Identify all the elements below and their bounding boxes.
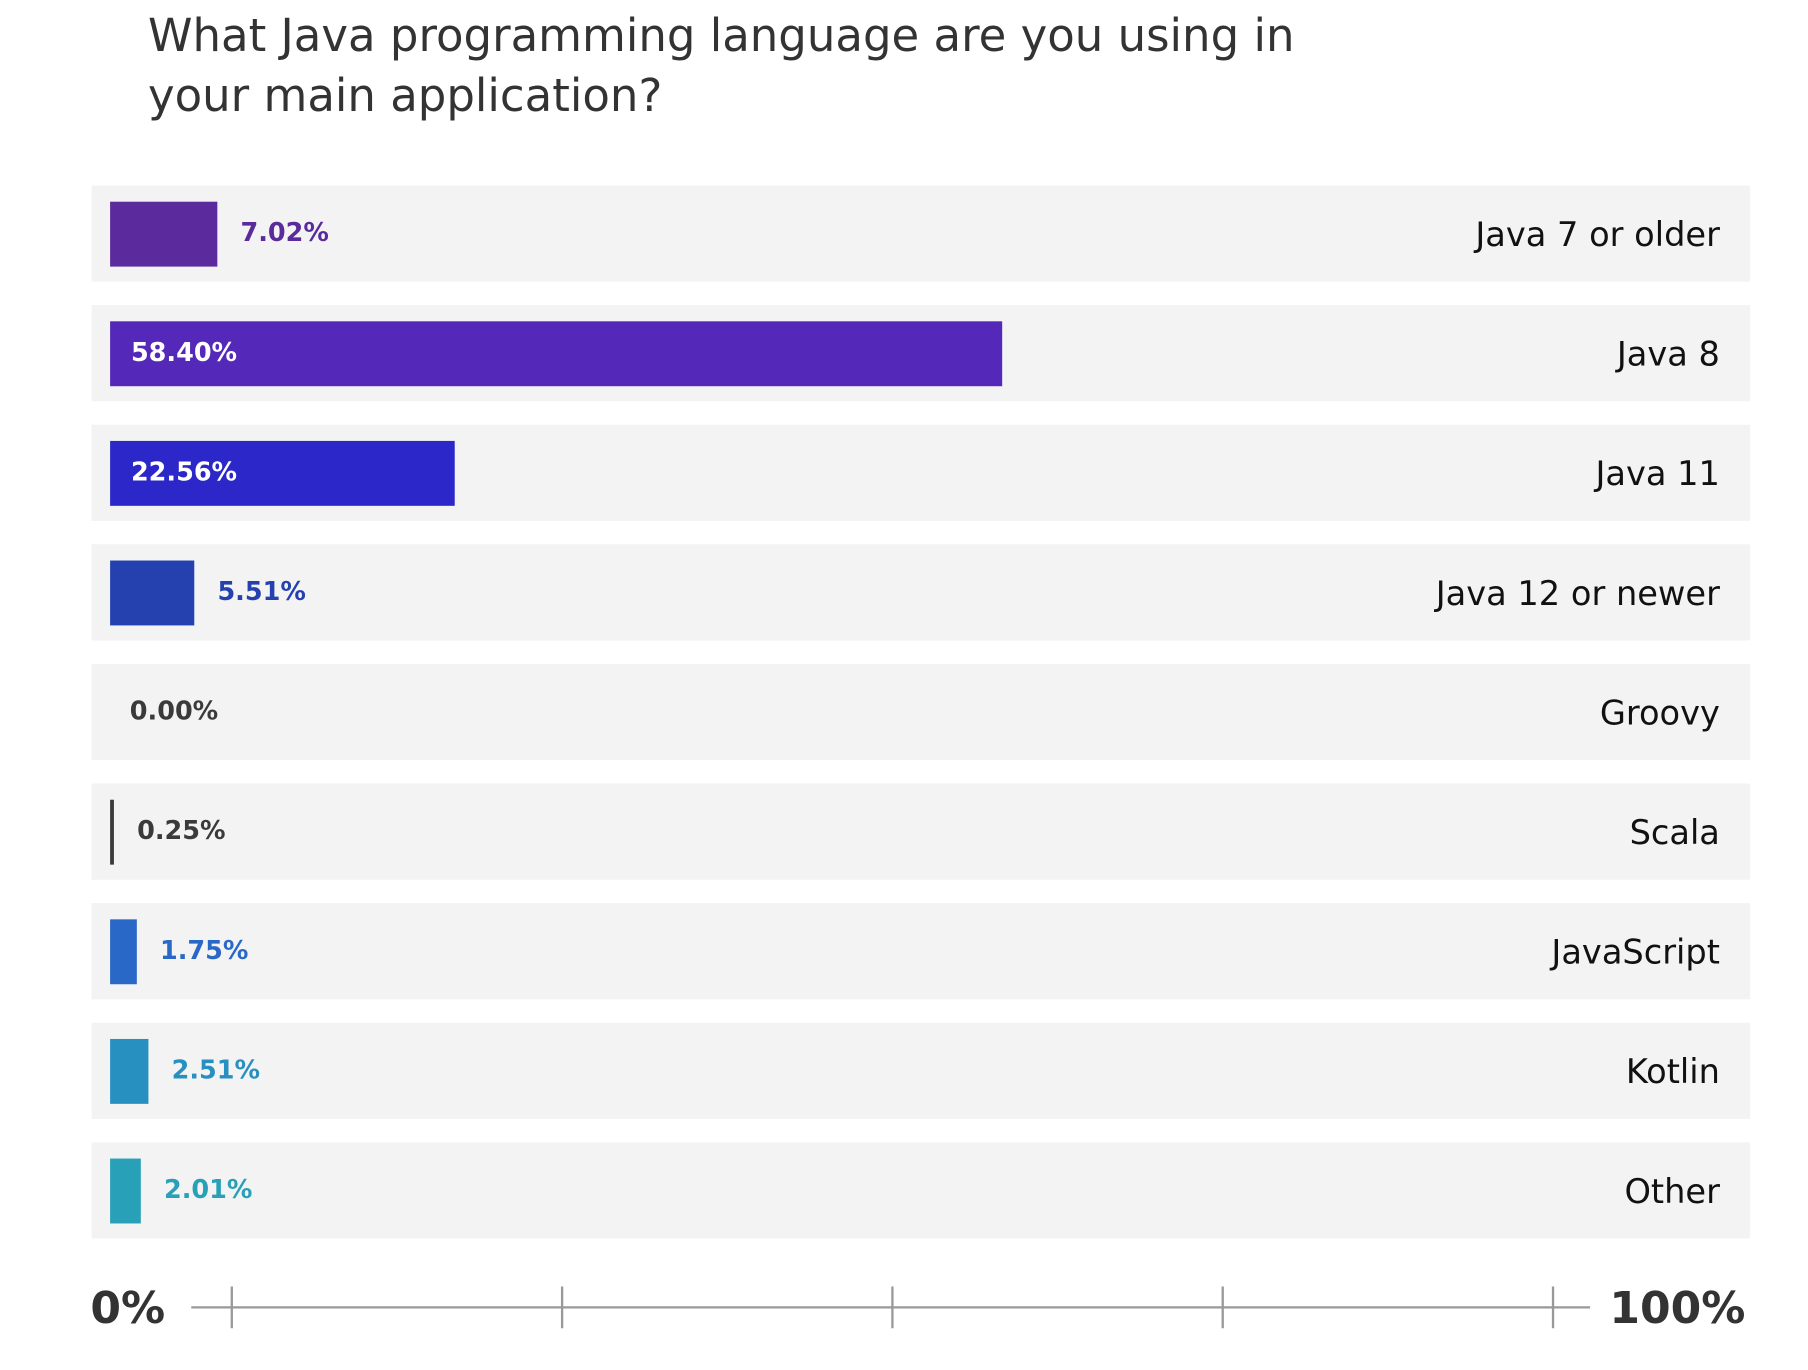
bar: [110, 560, 195, 626]
value-label: 5.51%: [217, 577, 305, 607]
chart-title: What Java programming language are you u…: [148, 9, 1295, 122]
row-background: [91, 663, 1751, 761]
row-background: [91, 903, 1751, 1000]
category-label: Kotlin: [1626, 1052, 1720, 1091]
category-label: Scala: [1630, 813, 1720, 852]
bar: [110, 799, 114, 865]
category-label: Java 7 or older: [1473, 215, 1720, 254]
row-background: [91, 185, 1751, 282]
category-label: Groovy: [1600, 693, 1720, 732]
bar: [110, 321, 1003, 387]
value-label: 7.02%: [241, 218, 329, 248]
bar: [110, 919, 137, 985]
bar: [110, 440, 455, 506]
value-label: 58.40%: [131, 338, 237, 368]
bar: [110, 1158, 141, 1224]
row-background: [91, 1022, 1751, 1119]
value-label: 22.56%: [131, 457, 237, 487]
row-background: [91, 544, 1751, 641]
category-label: Java 8: [1615, 335, 1720, 374]
bar: [110, 1038, 149, 1104]
category-label: Java 11: [1593, 454, 1719, 493]
axis-label: 100%: [1609, 1283, 1745, 1334]
category-label: Java 12 or newer: [1434, 574, 1720, 613]
value-label: 1.75%: [160, 936, 248, 966]
value-label: 0.25%: [137, 816, 225, 846]
category-label: JavaScript: [1549, 933, 1719, 972]
value-label: 2.01%: [164, 1175, 252, 1205]
value-label: 0.00%: [130, 697, 218, 727]
category-label: Other: [1624, 1172, 1720, 1211]
axis-label: 0%: [90, 1283, 165, 1334]
bar: [110, 201, 218, 267]
row-background: [91, 1142, 1751, 1239]
row-background: [91, 783, 1751, 880]
value-label: 2.51%: [172, 1055, 260, 1085]
